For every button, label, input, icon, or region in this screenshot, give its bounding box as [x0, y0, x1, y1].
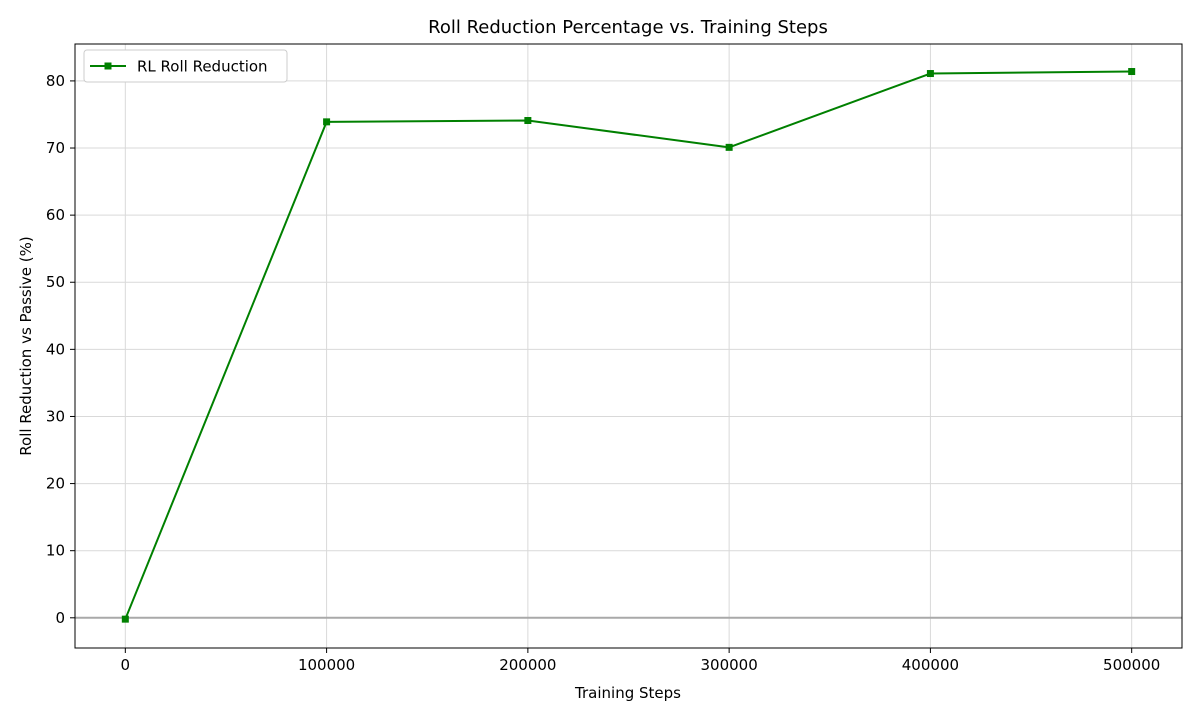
data-point-marker: [926, 70, 934, 78]
data-point-marker: [524, 117, 532, 125]
x-tick-label: 100000: [298, 656, 355, 674]
x-axis-label: Training Steps: [574, 684, 681, 702]
y-tick-label: 10: [46, 542, 65, 560]
y-tick-label: 60: [46, 206, 65, 224]
x-tick-label: 400000: [902, 656, 959, 674]
chart-title: Roll Reduction Percentage vs. Training S…: [428, 17, 828, 38]
legend-marker-swatch: [104, 62, 112, 70]
x-axis-ticks: 0 100000 200000 300000 400000 500000: [121, 648, 1160, 674]
y-axis-ticks: 0 10 20 30 40 50 60 70 80: [46, 72, 75, 627]
legend-label: RL Roll Reduction: [137, 58, 268, 76]
y-axis-label: Roll Reduction vs Passive (%): [17, 236, 35, 455]
x-tick-label: 200000: [499, 656, 556, 674]
y-tick-label: 20: [46, 475, 65, 493]
y-tick-label: 70: [46, 139, 65, 157]
y-tick-label: 80: [46, 72, 65, 90]
legend: RL Roll Reduction: [83, 49, 288, 83]
y-tick-label: 40: [46, 340, 65, 358]
data-point-marker: [323, 118, 331, 126]
series-layer: [121, 68, 1136, 623]
legend-box: [83, 49, 288, 83]
x-tick-label: 0: [121, 656, 131, 674]
x-tick-label: 300000: [701, 656, 758, 674]
series-line: [124, 70, 1132, 620]
y-tick-label: 0: [55, 609, 65, 627]
y-tick-label: 50: [46, 273, 65, 291]
y-tick-label: 30: [46, 407, 65, 425]
data-point-marker: [1128, 68, 1136, 76]
x-tick-label: 500000: [1103, 656, 1160, 674]
grid: [75, 44, 1182, 648]
data-point-marker: [725, 143, 733, 151]
data-point-marker: [121, 615, 129, 623]
plot-frame: [74, 43, 1183, 649]
